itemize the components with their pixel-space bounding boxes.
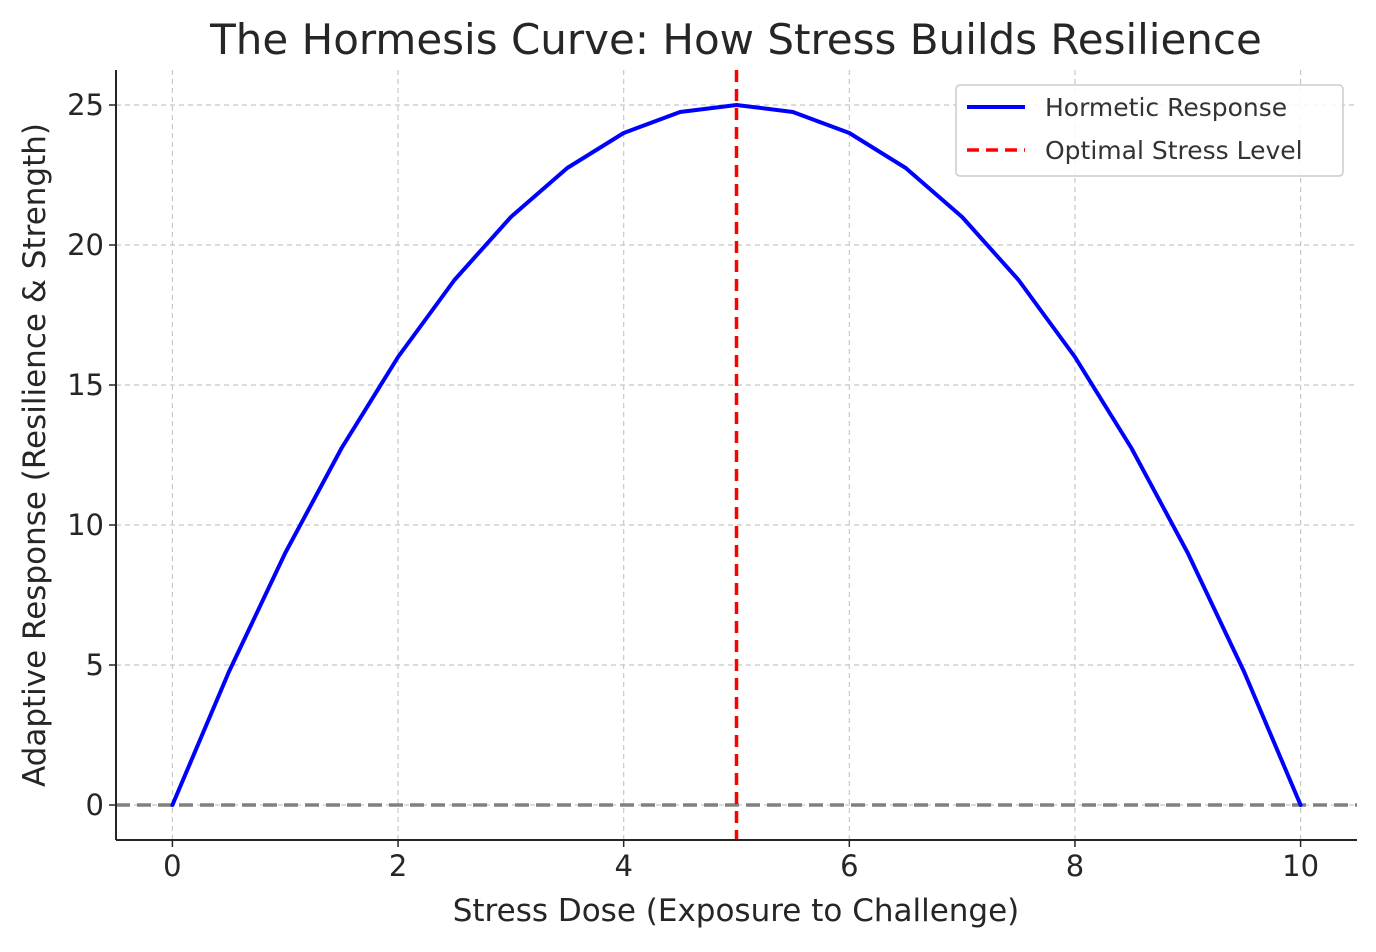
axes-layer	[115, 70, 1357, 841]
x-tick-label: 10	[1282, 849, 1319, 883]
legend-box	[955, 84, 1344, 177]
x-axis-label: Stress Dose (Exposure to Challenge)	[453, 893, 1020, 929]
legend-label-hormetic-response: Hormetic Response	[1045, 93, 1287, 122]
y-tick-label: 25	[67, 88, 104, 122]
hormetic-response-line	[170, 103, 1303, 807]
y-tick-label: 10	[67, 508, 104, 542]
ticks-layer: 0 2 4 6 8 10 0 5 10 15 20 25	[67, 88, 1319, 883]
series-layer	[170, 70, 1303, 840]
chart-title: The Hormesis Curve: How Stress Builds Re…	[209, 15, 1262, 64]
x-tick-label: 4	[614, 849, 632, 883]
x-tick-label: 0	[163, 849, 181, 883]
legend-label-optimal-stress-level: Optimal Stress Level	[1045, 136, 1303, 165]
grid-layer	[116, 70, 1357, 840]
x-tick-label: 8	[1066, 849, 1084, 883]
x-tick-label: 6	[840, 849, 858, 883]
y-axis-label: Adaptive Response (Resilience & Strength…	[17, 123, 53, 787]
x-tick-label: 2	[389, 849, 407, 883]
y-tick-label: 15	[67, 368, 104, 402]
y-tick-label: 5	[86, 648, 104, 682]
y-tick-label: 20	[67, 228, 104, 262]
y-tick-label: 0	[86, 788, 104, 822]
legend: Hormetic Response Optimal Stress Level	[955, 84, 1344, 177]
